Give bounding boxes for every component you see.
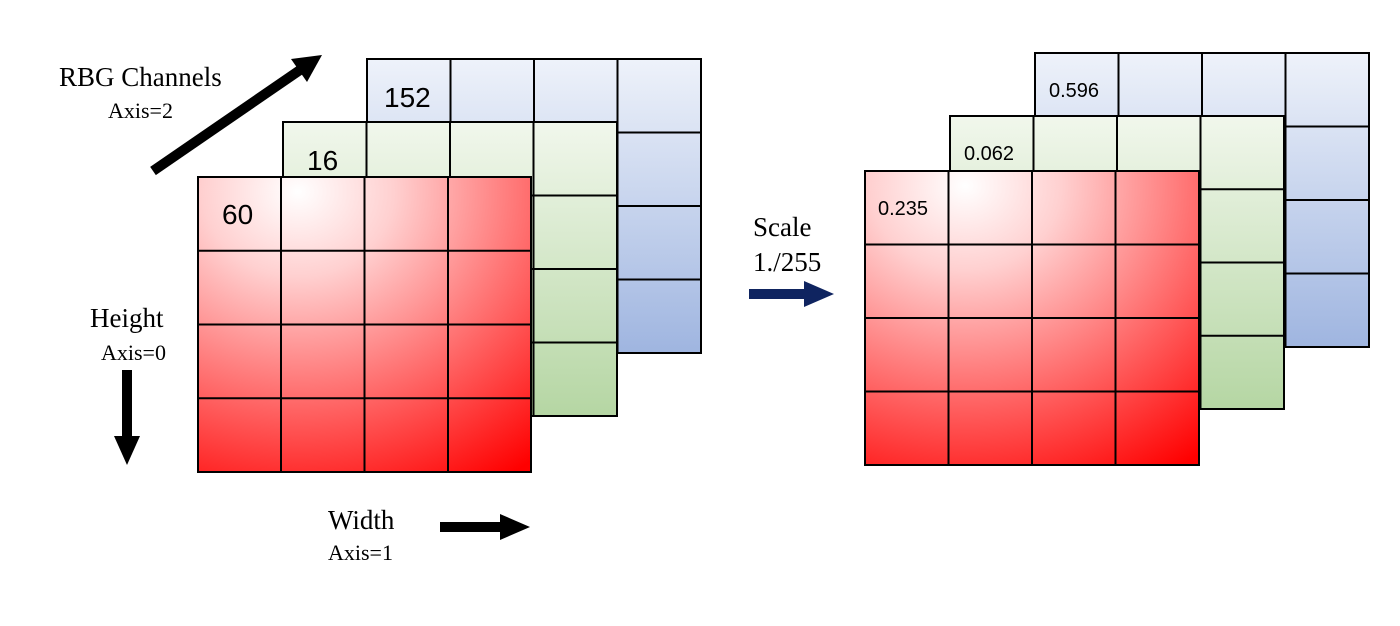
height-arrow-down-icon [114, 370, 140, 465]
width-arrow-right-icon [440, 514, 530, 540]
output-red-channel: 0.235 [864, 170, 1200, 466]
channels-axis-annotation: RBG Channels Axis=2 [59, 55, 322, 176]
input-green-value: 16 [307, 145, 338, 176]
width-axis-annotation: Width Axis=1 [328, 505, 530, 565]
channels-label: RBG Channels [59, 62, 222, 92]
scale-arrow-right-icon [749, 281, 834, 307]
output-green-value: 0.062 [964, 143, 1014, 165]
input-tensor: 152 16 60 [197, 58, 702, 473]
channels-axis-label: Axis=2 [108, 98, 173, 123]
output-tensor: 0.596 0.062 0.235 [864, 52, 1370, 466]
input-red-value: 60 [222, 199, 253, 230]
input-blue-value: 152 [384, 82, 431, 113]
height-label: Height [90, 303, 164, 333]
width-axis-label: Axis=1 [328, 540, 393, 565]
output-red-value: 0.235 [878, 198, 928, 220]
height-axis-annotation: Height Axis=0 [90, 303, 166, 465]
input-red-channel: 60 [197, 176, 532, 473]
scale-factor-label: 1./255 [753, 247, 821, 277]
output-red-grid [865, 171, 1199, 465]
input-red-grid [198, 177, 531, 472]
scale-label: Scale [753, 212, 811, 242]
channels-arrow-icon [150, 55, 322, 176]
output-blue-value: 0.596 [1049, 80, 1099, 102]
scale-operation: Scale 1./255 [749, 212, 834, 307]
height-axis-label: Axis=0 [101, 340, 166, 365]
width-label: Width [328, 505, 395, 535]
